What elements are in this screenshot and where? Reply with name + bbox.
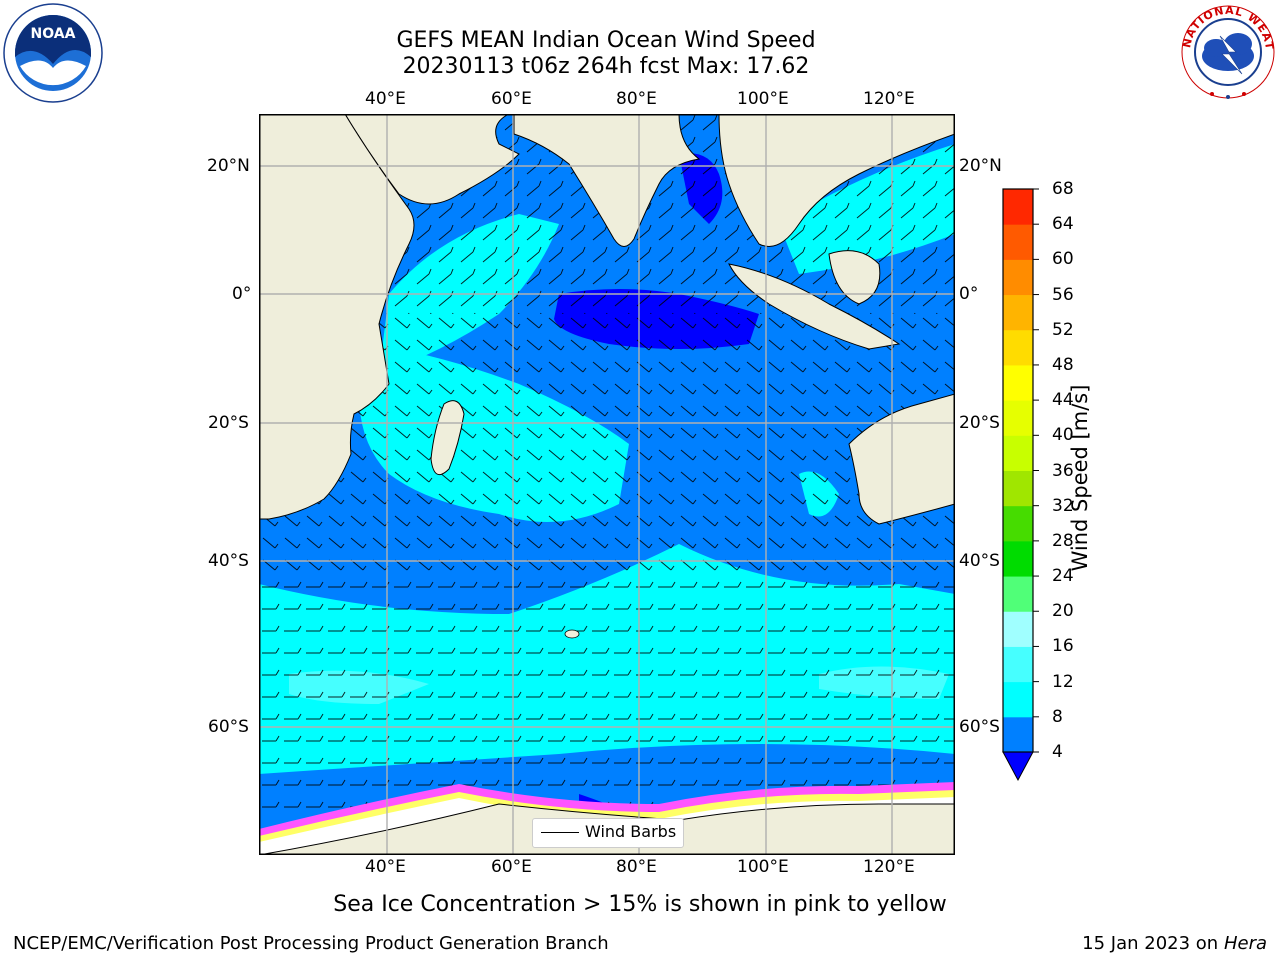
colorbar-tick-label: 4 [1052, 742, 1063, 762]
colorbar-segment [1003, 716, 1033, 753]
colorbar-segment [1003, 400, 1033, 436]
lat-label-left-20n: 20°N [207, 156, 250, 176]
footer-branch: NCEP/EMC/Verification Post Processing Pr… [13, 933, 609, 954]
colorbar-tick-label: 32 [1052, 495, 1074, 516]
wind-speed-map [259, 114, 955, 855]
lon-label-top-80: 80°E [616, 89, 657, 109]
colorbar-segment [1003, 189, 1033, 225]
colorbar-tick-label: 68 [1052, 179, 1074, 199]
colorbar-segment [1003, 259, 1033, 296]
colorbar-tick-label: 44 [1052, 390, 1074, 411]
colorbar-tick-label: 24 [1052, 566, 1074, 587]
map-frame [259, 114, 955, 855]
legend-label: Wind Barbs [585, 822, 677, 841]
colorbar-tick-label: 40 [1052, 425, 1074, 446]
colorbar-tick-label: 48 [1052, 354, 1074, 375]
colorbar-tick-label: 36 [1052, 460, 1074, 481]
lat-label-left-0: 0° [232, 284, 252, 304]
legend-wind-barb-line [541, 832, 579, 833]
lat-label-right-40s: 40°S [959, 551, 1000, 571]
map-gridlines [259, 114, 955, 855]
map-legend: Wind Barbs [532, 818, 684, 848]
colorbar-tick-label: 8 [1052, 706, 1063, 727]
lon-label-top-40: 40°E [365, 89, 406, 109]
lat-label-right-20n: 20°N [959, 156, 1002, 176]
lon-label-top-60: 60°E [491, 89, 532, 109]
lon-label-bottom-80: 80°E [616, 857, 657, 877]
footer-date-text: 15 Jan 2023 on [1082, 933, 1224, 954]
lat-label-right-60s: 60°S [959, 717, 1000, 737]
colorbar-tick-label: 52 [1052, 319, 1074, 340]
noaa-logo: NOAA [3, 3, 103, 103]
colorbar-segment [1003, 224, 1033, 260]
colorbar-segment [1003, 435, 1033, 471]
colorbar-segment [1003, 681, 1033, 718]
colorbar-segment [1003, 364, 1033, 401]
colorbar-tick-label: 20 [1052, 601, 1074, 622]
land-kerguelen [564, 629, 580, 639]
lat-label-left-40s: 40°S [208, 551, 249, 571]
colorbar-segment [1003, 540, 1033, 577]
land-sumatra-java [728, 263, 901, 350]
lon-label-top-100: 100°E [737, 89, 789, 109]
lat-label-right-0: 0° [959, 284, 979, 304]
colorbar-segment [1003, 329, 1033, 366]
chart-title-line2: 20230113 t06z 264h fcst Max: 17.62 [402, 54, 810, 79]
colorbar-segment [1003, 611, 1033, 647]
colorbar-tick-label: 60 [1052, 249, 1074, 270]
colorbar-segment [1003, 646, 1033, 683]
noaa-logo-text: NOAA [31, 26, 76, 42]
colorbar-segment [1003, 294, 1033, 331]
lon-label-bottom-40: 40°E [365, 857, 406, 877]
colorbar-label: Wind Speed [m/s] [1068, 384, 1092, 572]
colorbar-segment [1003, 470, 1033, 507]
colorbar-underflow-triangle [1002, 751, 1034, 782]
colorbar-tick-label: 64 [1052, 214, 1074, 235]
land-se-asia [718, 114, 955, 247]
footer-date: 15 Jan 2023 on Hera [1082, 933, 1267, 955]
land-madagascar [430, 400, 465, 476]
land-borneo [828, 250, 881, 305]
colorbar-tick-label: 56 [1052, 284, 1074, 305]
land-india [513, 114, 701, 247]
lat-label-right-20s: 20°S [959, 413, 1000, 433]
land-africa [259, 114, 415, 520]
lat-label-left-60s: 60°S [208, 717, 249, 737]
lon-label-bottom-60: 60°E [491, 857, 532, 877]
nws-logo: NATIONAL WEATHER SERVICE [1176, 2, 1275, 99]
lon-label-top-120: 120°E [863, 89, 915, 109]
colorbar-tick-label: 16 [1052, 636, 1074, 657]
lat-label-left-20s: 20°S [208, 413, 249, 433]
colorbar-segment [1003, 576, 1033, 612]
lon-label-bottom-100: 100°E [737, 857, 789, 877]
colorbar-tick-label: 28 [1052, 530, 1074, 551]
lon-label-bottom-120: 120°E [863, 857, 915, 877]
colorbar-segment [1003, 505, 1033, 542]
colorbar-tick-label: 12 [1052, 671, 1074, 692]
colorbar [1002, 188, 1039, 782]
sea-ice-caption: Sea Ice Concentration > 15% is shown in … [333, 892, 947, 917]
chart-title-line1: GEFS MEAN Indian Ocean Wind Speed [396, 28, 816, 53]
footer-machine: Hera [1223, 933, 1267, 954]
